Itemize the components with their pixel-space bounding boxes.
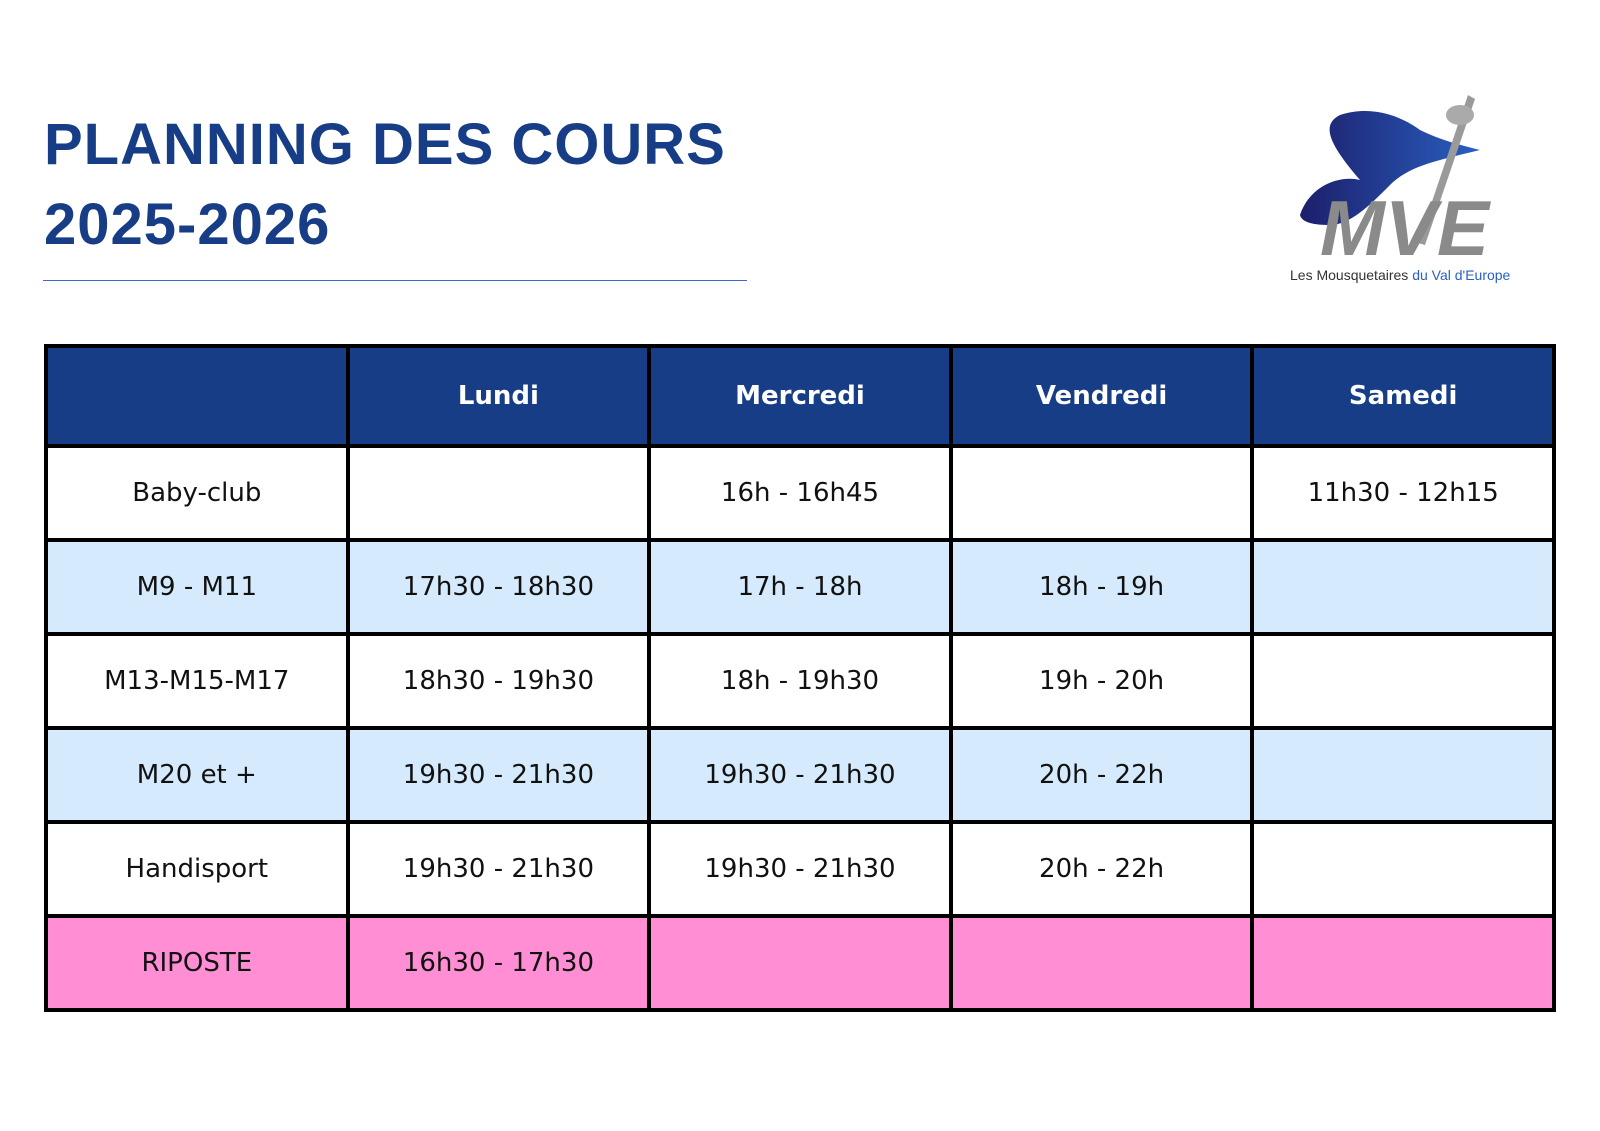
row-label: M13-M15-M17 bbox=[44, 632, 350, 730]
time-cell bbox=[1250, 726, 1556, 824]
title-line: 2025-2026 bbox=[44, 192, 331, 257]
time-cell: 18h30 - 19h30 bbox=[345, 632, 652, 730]
row-label: RIPOSTE bbox=[44, 914, 350, 1012]
logo-tagline: Les Mousquetaires du Val d'Europe bbox=[1290, 267, 1511, 283]
divider bbox=[43, 280, 747, 281]
time-cell: 19h - 20h bbox=[948, 632, 1255, 730]
schedule-table: Lundi Mercredi Vendredi Samedi Baby-club 16h… bbox=[44, 344, 1556, 1012]
table-row: M20 et +19h30 - 21h30 19h30 - 21h30 20h - … bbox=[44, 726, 1556, 824]
time-cell bbox=[1250, 914, 1556, 1012]
time-cell bbox=[647, 914, 953, 1012]
tagline-part: Les Mousquetaires bbox=[1290, 267, 1408, 283]
row-label: Baby-club bbox=[44, 444, 350, 542]
title-line: PLANNING DES COURS bbox=[44, 112, 726, 177]
time-cell: 17h - 18h bbox=[647, 538, 953, 636]
time-cell: 16h - 16h45 bbox=[647, 444, 953, 542]
time-cell: 19h30 - 21h30 bbox=[647, 726, 953, 824]
corner-cell bbox=[44, 344, 350, 448]
column-header: Vendredi bbox=[948, 344, 1255, 448]
time-cell bbox=[1250, 632, 1556, 730]
time-cell: 19h30 - 21h30 bbox=[647, 820, 953, 918]
time-cell bbox=[1250, 820, 1556, 918]
row-label: M20 et + bbox=[44, 726, 350, 824]
time-cell bbox=[948, 914, 1255, 1012]
time-cell: 11h30 - 12h15 bbox=[1250, 444, 1556, 542]
title: PLANNING DES COURS 2025-2026 bbox=[44, 105, 726, 265]
table-body: Baby-club 16h - 16h45 11h30 - 12h15 M9 - M1… bbox=[44, 444, 1556, 1012]
row-label: Handisport bbox=[44, 820, 350, 918]
time-cell: 18h - 19h30 bbox=[647, 632, 953, 730]
logo: MVE Les Mousquetaires du Val d'Europe bbox=[1290, 95, 1511, 283]
row-label: M9 - M11 bbox=[44, 538, 350, 636]
time-cell: 20h - 22h bbox=[948, 726, 1255, 824]
time-cell: 18h - 19h bbox=[948, 538, 1255, 636]
sword-guard bbox=[1446, 105, 1474, 125]
time-cell bbox=[1250, 538, 1556, 636]
table-row: Handisport 19h30 - 21h30 19h30 - 21h30 20h … bbox=[44, 820, 1556, 918]
time-cell bbox=[345, 444, 652, 542]
time-cell: 16h30 - 17h30 bbox=[345, 914, 652, 1012]
tagline-part: du Val d'Europe bbox=[1412, 267, 1510, 283]
time-cell bbox=[948, 444, 1255, 542]
column-header: Samedi bbox=[1250, 344, 1556, 448]
table-row: M9 - M11 17h30 - 18h30 17h - 18h 18h - 19h bbox=[44, 538, 1556, 636]
header-row: Lundi Mercredi Vendredi Samedi bbox=[44, 344, 1556, 448]
logo-letters: MVE bbox=[1320, 184, 1491, 272]
time-cell: 19h30 - 21h30 bbox=[345, 726, 652, 824]
hat bbox=[1300, 110, 1480, 225]
table-row: RIPOSTE 16h30 - 17h30 bbox=[44, 914, 1556, 1012]
column-header: Mercredi bbox=[647, 344, 953, 448]
table-row: Baby-club 16h - 16h45 11h30 - 12h15 bbox=[44, 444, 1556, 542]
time-cell: 17h30 - 18h30 bbox=[345, 538, 652, 636]
time-cell: 20h - 22h bbox=[948, 820, 1255, 918]
column-header: Lundi bbox=[345, 344, 652, 448]
sword bbox=[1418, 95, 1475, 245]
time-cell: 19h30 - 21h30 bbox=[345, 820, 652, 918]
table-row: M13-M15-M17 18h30 - 19h30 18h - 19h30 19h -… bbox=[44, 632, 1556, 730]
